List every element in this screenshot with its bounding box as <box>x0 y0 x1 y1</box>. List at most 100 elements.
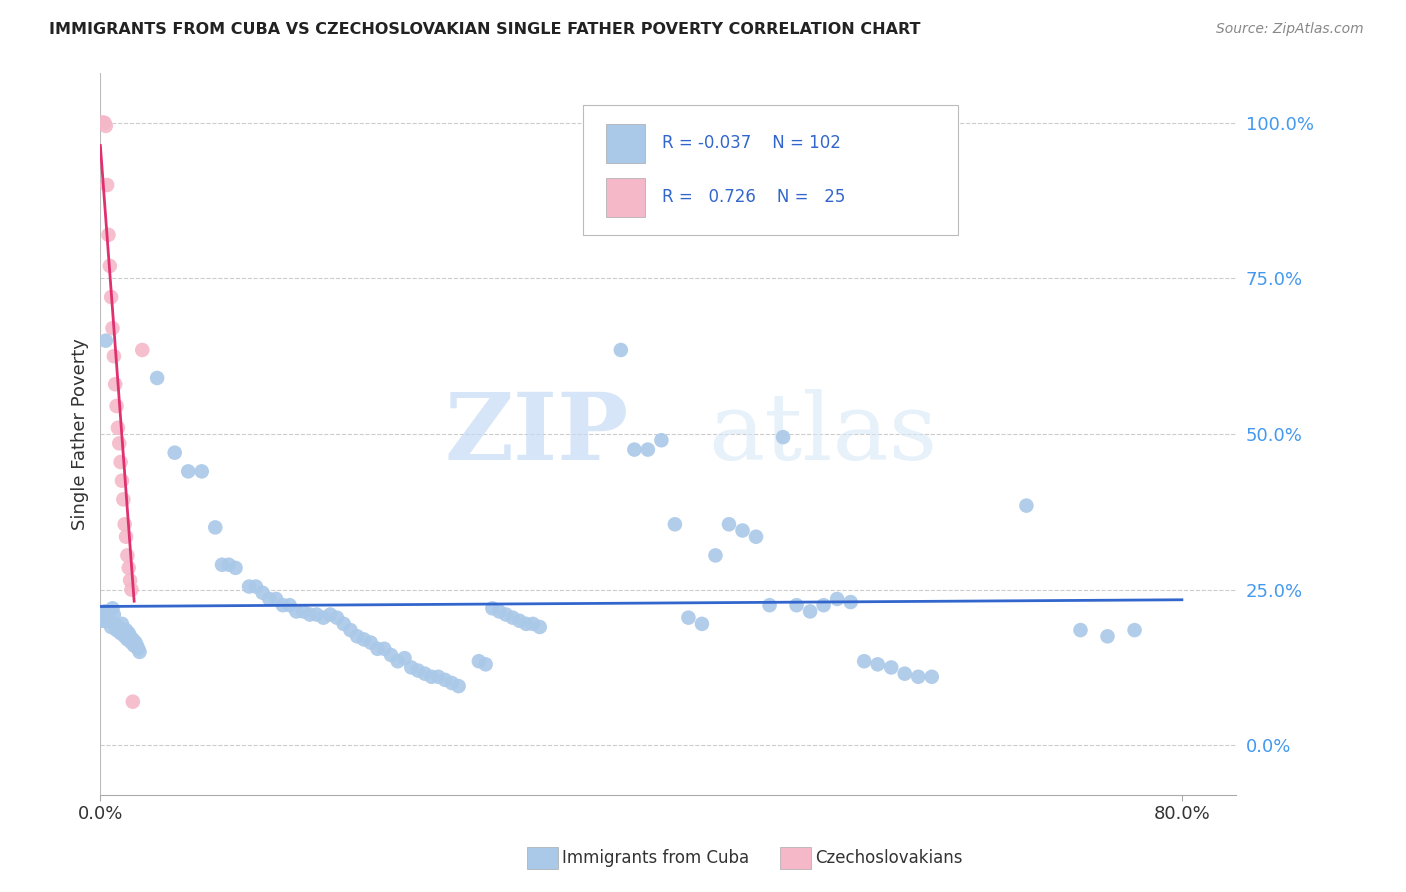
Point <box>745 530 768 544</box>
Point <box>921 670 943 684</box>
Point <box>326 610 349 624</box>
Point <box>115 623 138 637</box>
Point <box>96 178 118 192</box>
Point <box>305 607 328 622</box>
Point <box>117 549 139 563</box>
Point <box>122 639 145 653</box>
Point <box>190 464 212 478</box>
Point <box>104 377 127 392</box>
Point <box>360 635 382 649</box>
Point <box>112 492 135 507</box>
Point <box>1097 629 1119 643</box>
FancyBboxPatch shape <box>583 105 957 235</box>
Point <box>1069 623 1091 637</box>
Point <box>332 616 354 631</box>
Point <box>285 604 308 618</box>
Point <box>107 421 129 435</box>
Point <box>94 334 117 348</box>
Point <box>502 610 524 624</box>
Point <box>853 654 876 668</box>
Point <box>108 436 131 450</box>
Point <box>112 623 135 637</box>
Point <box>90 614 112 628</box>
Point <box>177 464 200 478</box>
Point <box>97 227 120 242</box>
Point <box>319 607 342 622</box>
Point <box>127 641 149 656</box>
Point <box>866 657 889 672</box>
Point <box>245 580 267 594</box>
Point <box>146 371 169 385</box>
Text: Immigrants from Cuba: Immigrants from Cuba <box>562 849 749 867</box>
Point <box>259 592 281 607</box>
Point <box>394 651 416 665</box>
Point <box>1015 499 1038 513</box>
Point <box>100 620 122 634</box>
Point <box>346 629 368 643</box>
Point <box>94 119 117 133</box>
Point <box>114 517 136 532</box>
Point <box>107 620 129 634</box>
Point <box>91 116 114 130</box>
Text: atlas: atlas <box>707 389 938 479</box>
Point <box>772 430 794 444</box>
Point <box>271 598 294 612</box>
Point <box>204 520 226 534</box>
Point <box>468 654 491 668</box>
Point <box>366 641 388 656</box>
Text: R =   0.726    N =   25: R = 0.726 N = 25 <box>662 188 846 206</box>
Point <box>218 558 240 572</box>
Point <box>117 632 139 647</box>
Point <box>238 580 260 594</box>
Point <box>799 604 821 618</box>
Point <box>1123 623 1146 637</box>
Point <box>786 598 808 612</box>
Point <box>380 648 402 662</box>
Point <box>339 623 361 637</box>
Point <box>108 623 131 637</box>
Point <box>105 399 128 413</box>
Point <box>264 592 287 607</box>
Point <box>252 586 274 600</box>
Point <box>93 604 115 618</box>
Point <box>225 561 247 575</box>
Point <box>839 595 862 609</box>
Point <box>93 116 115 130</box>
Point <box>529 620 551 634</box>
Point <box>90 116 112 130</box>
Point <box>474 657 496 672</box>
Point <box>373 641 395 656</box>
Point <box>664 517 686 532</box>
Point <box>104 616 127 631</box>
Point <box>128 645 150 659</box>
Point <box>907 670 929 684</box>
Point <box>298 607 321 622</box>
Point <box>387 654 409 668</box>
Point <box>880 660 903 674</box>
Text: R = -0.037    N = 102: R = -0.037 N = 102 <box>662 135 841 153</box>
Point <box>97 607 120 622</box>
FancyBboxPatch shape <box>606 124 645 163</box>
Point <box>98 259 121 273</box>
Point <box>650 434 672 448</box>
FancyBboxPatch shape <box>606 178 645 218</box>
Point <box>125 639 148 653</box>
Point <box>893 666 915 681</box>
Point <box>825 592 848 607</box>
Point <box>610 343 633 357</box>
Point <box>115 530 138 544</box>
Point <box>420 670 443 684</box>
Point <box>124 635 146 649</box>
Point <box>103 607 125 622</box>
Point <box>94 614 117 628</box>
Point <box>758 598 780 612</box>
Point <box>211 558 233 572</box>
Point <box>111 474 134 488</box>
Point <box>522 616 544 631</box>
Point <box>120 582 142 597</box>
Point <box>353 632 375 647</box>
Point <box>637 442 659 457</box>
Point <box>118 561 141 575</box>
Point <box>623 442 645 457</box>
Point <box>121 695 143 709</box>
